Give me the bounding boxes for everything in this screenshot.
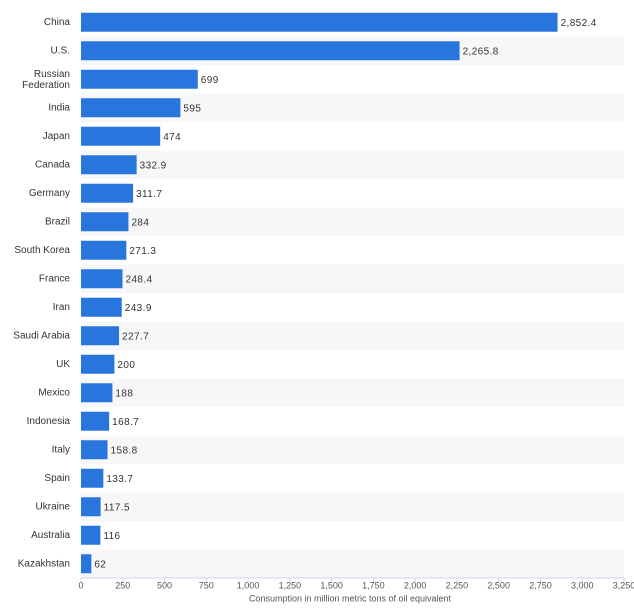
value-label: 133.7 bbox=[106, 474, 133, 485]
bar bbox=[81, 554, 92, 574]
row-stripe bbox=[81, 435, 624, 464]
x-axis-title: Consumption in million metric tons of oi… bbox=[249, 593, 452, 603]
y-tick-label: Iran bbox=[53, 302, 70, 313]
bar bbox=[81, 240, 127, 260]
y-tick-label: Canada bbox=[35, 159, 70, 170]
value-label: 2,852.4 bbox=[561, 18, 597, 29]
row-stripe bbox=[81, 321, 624, 350]
bar bbox=[81, 326, 120, 346]
value-label: 200 bbox=[117, 360, 135, 371]
y-tick-label: France bbox=[39, 273, 71, 284]
y-tick-label: UK bbox=[56, 359, 70, 370]
x-tick-label: 1,000 bbox=[237, 580, 260, 590]
row-stripe bbox=[81, 549, 624, 578]
y-tick-label: Russian Federation bbox=[19, 68, 70, 90]
y-tick-label: Mexico bbox=[38, 387, 70, 398]
row-stripe bbox=[81, 264, 624, 293]
y-tick-label: China bbox=[44, 17, 71, 28]
value-label: 271.3 bbox=[129, 246, 156, 257]
y-tick-label: Japan bbox=[43, 131, 70, 142]
row-stripe bbox=[81, 207, 624, 236]
value-label: 595 bbox=[183, 103, 201, 114]
y-tick-label: Italy bbox=[52, 444, 70, 455]
bar bbox=[81, 126, 161, 146]
value-label: 158.8 bbox=[111, 445, 138, 456]
x-tick-label: 2,500 bbox=[487, 580, 510, 590]
row-stripe bbox=[81, 150, 624, 179]
x-tick-label: 3,000 bbox=[571, 580, 594, 590]
y-tick-label: Ukraine bbox=[36, 501, 71, 512]
y-tick-label: Kazakhstan bbox=[18, 558, 70, 569]
bar bbox=[81, 440, 108, 460]
x-tick-label: 500 bbox=[157, 580, 172, 590]
bar bbox=[81, 69, 198, 89]
bar bbox=[81, 12, 558, 32]
value-label: 2,265.8 bbox=[463, 46, 499, 57]
y-tick-label: Saudi Arabia bbox=[13, 330, 70, 341]
value-label: 117.5 bbox=[104, 502, 130, 513]
value-label: 332.9 bbox=[140, 160, 167, 171]
bar bbox=[81, 525, 101, 545]
bar bbox=[81, 269, 123, 289]
bar bbox=[81, 411, 110, 431]
bar bbox=[81, 297, 122, 317]
bar bbox=[81, 98, 181, 118]
value-label: 227.7 bbox=[122, 331, 149, 342]
x-tick-label: 3,250 bbox=[613, 580, 634, 590]
bar bbox=[81, 497, 101, 517]
y-tick-label: Spain bbox=[44, 473, 70, 484]
x-tick-label: 1,500 bbox=[320, 580, 343, 590]
x-tick-label: 2,750 bbox=[529, 580, 552, 590]
value-label: 168.7 bbox=[112, 417, 139, 428]
value-label: 243.9 bbox=[125, 303, 152, 314]
value-label: 311.7 bbox=[136, 189, 162, 200]
y-tick-label: India bbox=[48, 102, 70, 113]
value-label: 474 bbox=[163, 132, 181, 143]
bar bbox=[81, 155, 137, 175]
value-label: 188 bbox=[115, 388, 133, 399]
bar bbox=[81, 41, 460, 61]
x-tick-label: 2,250 bbox=[446, 580, 469, 590]
x-tick-label: 2,000 bbox=[404, 580, 427, 590]
bar bbox=[81, 383, 113, 403]
value-label: 62 bbox=[94, 559, 106, 570]
value-label: 699 bbox=[201, 75, 219, 86]
bar bbox=[81, 183, 134, 203]
y-tick-label: U.S. bbox=[51, 45, 70, 56]
bar bbox=[81, 354, 115, 374]
row-stripe bbox=[81, 492, 624, 521]
value-label: 116 bbox=[103, 531, 120, 542]
y-tick-label: Germany bbox=[29, 188, 70, 199]
row-stripe bbox=[81, 378, 624, 407]
bar bbox=[81, 212, 129, 232]
x-tick-label: 250 bbox=[115, 580, 130, 590]
y-tick-label: Brazil bbox=[45, 216, 70, 227]
y-tick-label: Australia bbox=[31, 530, 70, 541]
bar bbox=[81, 468, 104, 488]
x-tick-label: 750 bbox=[199, 580, 214, 590]
y-tick-label: Indonesia bbox=[27, 416, 71, 427]
x-tick-label: 1,750 bbox=[362, 580, 385, 590]
x-tick-label: 1,250 bbox=[279, 580, 302, 590]
value-label: 284 bbox=[131, 217, 149, 228]
value-label: 248.4 bbox=[126, 274, 153, 285]
x-tick-label: 0 bbox=[78, 580, 83, 590]
y-tick-label: South Korea bbox=[14, 245, 70, 256]
